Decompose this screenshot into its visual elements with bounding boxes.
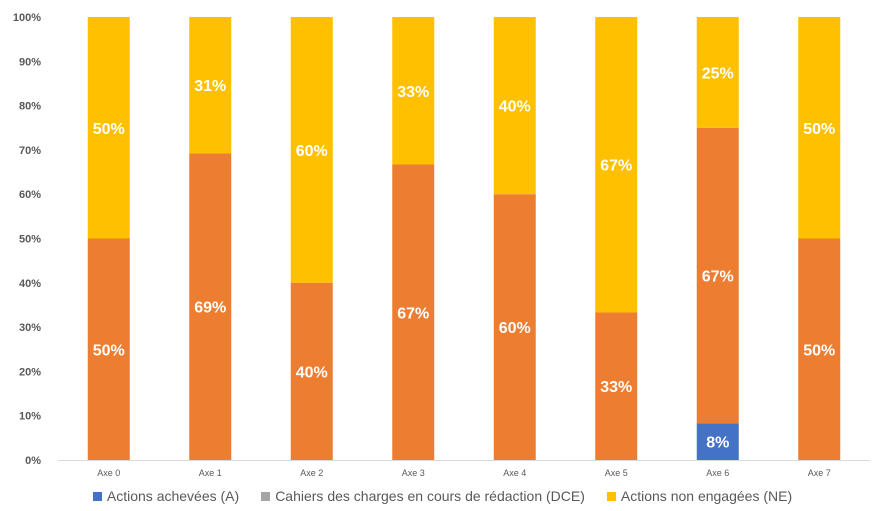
y-tick-label: 90%: [19, 56, 41, 68]
data-label: 31%: [194, 78, 226, 95]
data-label: 60%: [499, 320, 531, 337]
bar-segment: [87, 17, 130, 239]
category-label: Axe 2: [300, 468, 323, 478]
y-tick-label: 40%: [19, 278, 41, 290]
data-label: 69%: [194, 300, 226, 317]
stacked-bar-chart: 0% 10% 20% 30% 40% 50% 60% 70% 80% 90% 100% 50% 50% A…: [13, 12, 870, 478]
data-label: 50%: [803, 342, 835, 359]
data-label: 67%: [600, 158, 632, 175]
legend-label: Cahiers des charges en cours de rédactio…: [275, 488, 585, 504]
data-label: 50%: [93, 342, 125, 359]
legend-item: Cahiers des charges en cours de rédactio…: [261, 488, 585, 504]
legend-swatch: [92, 491, 102, 501]
bar-segment: [189, 153, 232, 460]
category-label: Axe 6: [706, 468, 729, 478]
data-label: 40%: [296, 364, 328, 381]
bar-segment: [290, 282, 333, 460]
y-tick-label: 10%: [19, 411, 41, 423]
category-label: Axe 3: [402, 468, 425, 478]
data-label: 25%: [702, 65, 734, 82]
data-label: 60%: [296, 143, 328, 160]
bar-segment: [696, 127, 739, 424]
y-tick-label: 70%: [19, 145, 41, 157]
legend-label: Actions non engagées (NE): [620, 488, 793, 504]
bar-segment: [493, 17, 536, 195]
bar-segment: [493, 194, 536, 460]
category-label: Axe 4: [503, 468, 526, 478]
legend-item: Actions achevées (A): [92, 488, 240, 504]
data-label: 50%: [803, 121, 835, 138]
y-tick-label: 100%: [13, 12, 41, 24]
y-tick-label: 60%: [19, 189, 41, 201]
data-label: 40%: [499, 99, 531, 116]
data-label: 33%: [600, 379, 632, 396]
bar-segment: [696, 423, 739, 460]
data-label: 67%: [397, 305, 429, 322]
bar-segment: [189, 17, 232, 154]
category-label: Axe 7: [808, 468, 831, 478]
data-label: 50%: [93, 121, 125, 138]
y-tick-label: 50%: [19, 234, 41, 246]
y-tick-label: 30%: [19, 322, 41, 334]
data-label: 8%: [706, 435, 729, 452]
bar-segment: [798, 238, 841, 460]
bar-segment: [87, 238, 130, 460]
bar-segment: [290, 17, 333, 283]
y-tick-label: 0%: [25, 455, 41, 467]
data-label: 33%: [397, 84, 429, 101]
bar-segment: [392, 17, 435, 165]
legend-label: Actions achevées (A): [106, 488, 240, 504]
bar-segment: [595, 17, 638, 313]
y-tick-label: 80%: [19, 101, 41, 113]
chart-legend: Actions achevées (A) Cahiers des charges …: [0, 488, 885, 504]
category-label: Axe 5: [605, 468, 628, 478]
y-tick-label: 20%: [19, 366, 41, 378]
legend-swatch: [606, 491, 616, 501]
bar-segment: [392, 164, 435, 461]
data-label: 67%: [702, 268, 734, 285]
legend-swatch: [261, 491, 271, 501]
bar-segment: [696, 17, 739, 128]
legend-item: Actions non engagées (NE): [606, 488, 793, 504]
category-label: Axe 0: [97, 468, 120, 478]
category-label: Axe 1: [199, 468, 222, 478]
bar-segment: [595, 312, 638, 460]
bar-segment: [798, 17, 841, 239]
